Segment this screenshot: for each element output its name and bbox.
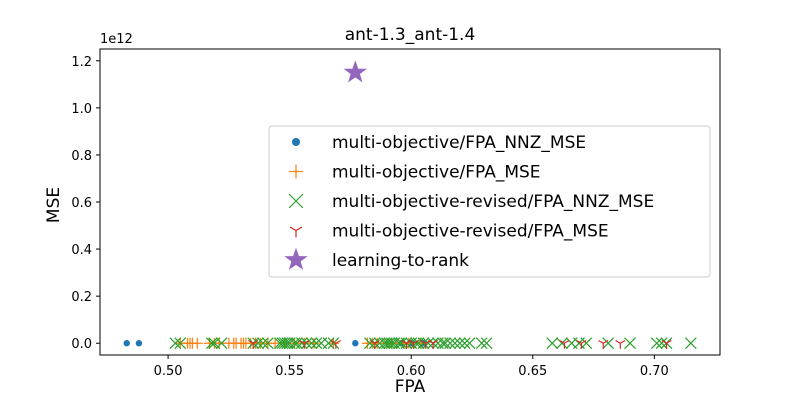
chart-title: ant-1.3_ant-1.4	[345, 25, 476, 45]
legend-marker	[288, 193, 304, 209]
data-point	[252, 337, 264, 350]
data-point	[475, 337, 488, 350]
legend-label: multi-objective/FPA_NNZ_MSE	[332, 133, 586, 153]
data-point	[299, 339, 310, 349]
y-tick-label: 0.0	[71, 337, 92, 352]
data-point	[453, 337, 466, 350]
data-point	[655, 337, 668, 350]
data-point	[408, 339, 419, 349]
series-5	[343, 60, 367, 83]
data-point	[352, 340, 359, 347]
data-point	[559, 339, 570, 349]
data-point	[615, 339, 626, 349]
legend-marker	[284, 247, 308, 270]
data-point	[310, 337, 323, 350]
data-point	[295, 337, 308, 350]
data-point	[546, 337, 559, 350]
data-point	[580, 337, 593, 350]
data-point	[269, 337, 281, 349]
data-point	[449, 337, 461, 350]
data-point	[278, 337, 291, 350]
series-3	[169, 337, 697, 350]
data-point	[417, 337, 430, 350]
y-tick-label: 1.0	[71, 102, 92, 117]
data-point	[598, 339, 609, 349]
data-point	[343, 60, 367, 83]
legend-label: multi-objective-revised/FPA_NNZ_MSE	[332, 192, 654, 212]
data-point	[439, 337, 452, 350]
data-point	[174, 337, 187, 350]
data-point	[205, 337, 218, 350]
x-tick-label: 0.50	[154, 364, 183, 379]
data-point	[248, 339, 259, 349]
data-point	[322, 337, 335, 350]
data-point	[383, 337, 396, 350]
axes: 0.50 0.55 0.60 0.65 0.70 0.0 0.2 0.4 0.6 0.8 1.0 1.…	[71, 48, 721, 379]
data-point	[395, 337, 408, 350]
legend-marker	[292, 138, 300, 146]
legend-box	[268, 125, 711, 278]
legend-label: learning-to-rank	[332, 251, 469, 271]
legend-entry: multi-objective/FPA_MSE	[289, 163, 541, 183]
legend-label: multi-objective/FPA_MSE	[332, 163, 541, 183]
y-tick-label: 0.4	[71, 243, 92, 258]
data-point	[213, 337, 225, 349]
data-point	[123, 340, 130, 347]
x-tick-label: 0.70	[640, 364, 669, 379]
data-point	[305, 337, 318, 350]
legend: multi-objective/FPA_NNZ_MSE multi-objecti…	[268, 125, 711, 278]
data-point	[369, 339, 380, 349]
data-point	[169, 337, 182, 350]
y-offset-text: 1e12	[100, 32, 133, 47]
legend-marker	[289, 226, 303, 238]
y-tick-label: 0.2	[71, 290, 92, 305]
data-point	[371, 337, 383, 349]
legend-entry: multi-objective-revised/FPA_NNZ_MSE	[288, 192, 654, 212]
y-tick-label: 1.2	[71, 55, 92, 70]
x-axis-title: FPA	[395, 377, 426, 397]
data-point	[291, 337, 303, 350]
data-point	[422, 337, 435, 350]
y-axis-title: MSE	[44, 187, 64, 223]
y-tick-label: 0.6	[71, 196, 92, 211]
data-point	[363, 337, 376, 350]
legend-entry: multi-objective/FPA_NNZ_MSE	[292, 133, 586, 153]
legend-label: multi-objective-revised/FPA_MSE	[332, 222, 609, 242]
data-point	[650, 337, 663, 350]
data-point	[463, 337, 476, 350]
data-point	[661, 339, 672, 349]
legend-entry: multi-objective-revised/FPA_MSE	[289, 222, 609, 242]
data-point	[308, 337, 320, 349]
data-point	[191, 337, 203, 349]
data-point	[556, 337, 568, 350]
data-point	[444, 337, 457, 350]
data-point	[624, 337, 636, 350]
x-tick-label: 0.55	[275, 364, 304, 379]
data-point	[327, 337, 340, 350]
legend-entry: learning-to-rank	[284, 247, 469, 271]
series-4	[248, 339, 672, 349]
legend-marker	[289, 164, 303, 179]
data-point	[330, 339, 341, 349]
x-tick-label: 0.60	[397, 364, 426, 379]
data-point	[428, 339, 439, 349]
data-marks	[123, 60, 697, 350]
data-point	[684, 337, 697, 350]
data-point	[602, 337, 615, 350]
data-point	[261, 337, 274, 350]
y-tick-label: 0.8	[71, 149, 92, 164]
data-point	[256, 337, 269, 350]
data-point	[215, 337, 228, 350]
data-point	[412, 337, 425, 350]
x-tick-label: 0.65	[518, 364, 547, 379]
data-point	[300, 337, 313, 350]
data-point	[576, 339, 587, 349]
data-point	[480, 337, 493, 350]
data-point	[458, 337, 471, 350]
data-point	[135, 340, 143, 347]
